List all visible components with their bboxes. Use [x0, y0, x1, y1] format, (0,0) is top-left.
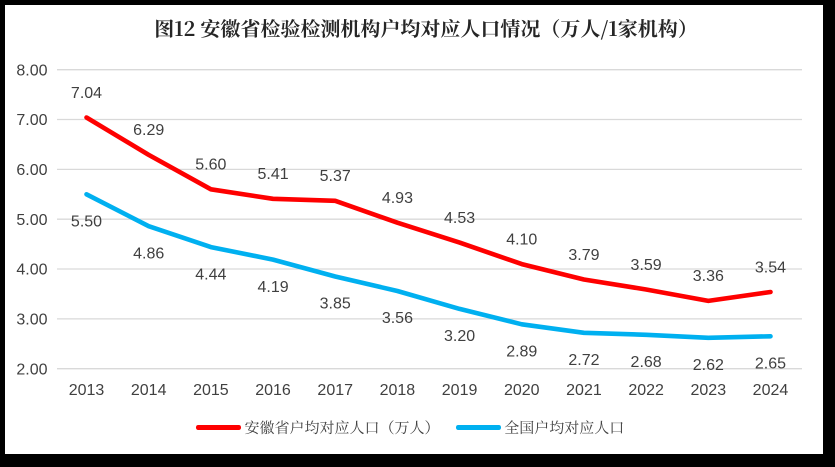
data-label: 3.36	[693, 268, 724, 285]
chart-title: 图12 安徽省检验检测机构户均对应人口情况（万人/1家机构）	[154, 13, 698, 42]
data-label: 3.79	[568, 247, 599, 264]
data-label: 5.37	[320, 168, 351, 185]
data-label: 5.41	[257, 166, 288, 183]
data-label: 2.72	[568, 352, 599, 369]
data-label: 2.68	[631, 354, 662, 371]
x-tick-label: 2021	[566, 382, 602, 399]
y-tick-label: 2.00	[16, 361, 47, 378]
x-tick-label: 2014	[131, 382, 167, 399]
anhui-series-line	[84, 115, 773, 304]
x-tick-label: 2018	[380, 382, 416, 399]
data-label: 3.54	[755, 259, 786, 276]
data-label: 5.50	[71, 213, 102, 230]
chart-legend: 安徽省户均对应人口（万人） 全国户均对应人口	[1, 417, 819, 438]
data-label: 2.65	[755, 356, 786, 373]
data-label: 4.93	[382, 190, 413, 207]
data-label: 5.60	[195, 157, 226, 174]
data-label: 3.59	[631, 257, 662, 274]
y-tick-label: 4.00	[16, 262, 47, 279]
legend-swatch-national	[455, 425, 501, 430]
x-tick-label: 2015	[193, 382, 229, 399]
x-tick-label: 2023	[691, 382, 727, 399]
data-label: 4.53	[444, 210, 475, 227]
y-tick-label: 7.00	[16, 112, 47, 129]
legend-label-national: 全国户均对应人口	[504, 417, 625, 438]
x-tick-label: 2017	[317, 382, 353, 399]
data-label: 2.89	[506, 344, 537, 361]
data-label: 3.56	[382, 310, 413, 327]
y-tick-label: 3.00	[16, 311, 47, 328]
x-tick-label: 2013	[69, 382, 105, 399]
data-label: 3.85	[320, 296, 351, 313]
x-tick-label: 2024	[753, 382, 789, 399]
data-label: 4.44	[195, 266, 226, 283]
data-label: 6.29	[133, 122, 164, 139]
legend-item-national: 全国户均对应人口	[455, 417, 625, 438]
data-label: 7.04	[71, 85, 102, 102]
y-tick-label: 5.00	[16, 212, 47, 229]
data-label: 4.19	[257, 279, 288, 296]
x-tick-label: 2016	[255, 382, 291, 399]
legend-label-anhui: 安徽省户均对应人口（万人）	[244, 417, 440, 438]
data-label: 4.10	[506, 231, 537, 248]
legend-item-anhui: 安徽省户均对应人口（万人）	[195, 417, 440, 438]
data-label: 2.62	[693, 357, 724, 374]
national-series-line	[84, 192, 773, 341]
legend-swatch-anhui	[195, 425, 242, 430]
x-tick-label: 2019	[442, 382, 478, 399]
y-tick-label: 8.00	[16, 62, 47, 79]
data-label: 4.86	[133, 245, 164, 262]
y-tick-label: 6.00	[16, 162, 47, 179]
x-tick-label: 2022	[628, 382, 664, 399]
data-label: 3.20	[444, 328, 475, 345]
x-tick-label: 2020	[504, 382, 540, 399]
